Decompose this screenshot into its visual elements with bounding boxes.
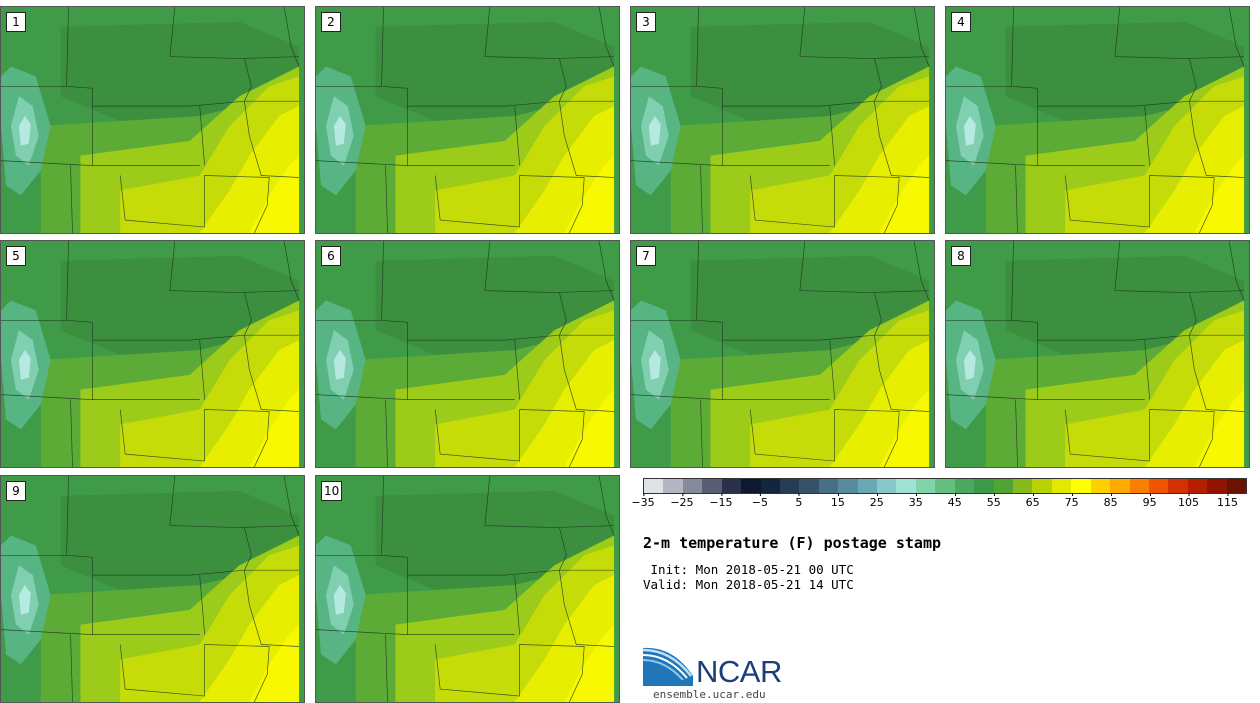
colorbar-swatch	[682, 479, 703, 493]
colorbar-swatch	[1129, 479, 1149, 493]
map-panel-4: 4	[945, 6, 1250, 234]
map-panel-5: 5	[0, 240, 305, 468]
colorbar-swatch	[741, 479, 761, 493]
colorbar-tick-label: 85	[1103, 493, 1118, 509]
colorbar-swatch	[838, 479, 858, 493]
colorbar-swatch	[663, 479, 683, 493]
ncar-logo-text: NCAR	[696, 654, 782, 689]
colorbar-swatch	[857, 479, 878, 493]
colorbar-swatch	[896, 479, 916, 493]
colorbar-swatch	[993, 479, 1014, 493]
colorbar-swatch	[954, 479, 975, 493]
colorbar	[643, 478, 1247, 494]
map-panel-3: 3	[630, 6, 935, 234]
colorbar-swatch	[779, 479, 800, 493]
colorbar-swatch	[818, 479, 839, 493]
colorbar-swatch	[1051, 479, 1072, 493]
map-panel-10: 10	[315, 475, 620, 703]
colorbar-tick-label: 105	[1178, 493, 1200, 509]
map-panel-1: 1	[0, 6, 305, 234]
panel-number: 8	[951, 246, 971, 266]
colorbar-tick-label: −15	[709, 493, 733, 509]
valid-time: Valid: Mon 2018-05-21 14 UTC	[643, 577, 854, 592]
colorbar-tick-label: −25	[670, 493, 694, 509]
colorbar-swatch	[935, 479, 955, 493]
colorbar-tick-label: 15	[830, 493, 845, 509]
panel-number: 9	[6, 481, 26, 501]
map-panel-6: 6	[315, 240, 620, 468]
ncar-logo	[643, 647, 693, 686]
colorbar-swatch	[1187, 479, 1208, 493]
colorbar-ticks: −35 −25 −15 −5 5 15 25 35 45 55 65 75 85 95 105 115	[631, 493, 1247, 512]
colorbar-tick-label: 55	[986, 493, 1001, 509]
colorbar-swatch	[1071, 479, 1091, 493]
panel-number: 6	[321, 246, 341, 266]
colorbar-swatch	[877, 479, 897, 493]
colorbar-tick-label: −35	[631, 493, 655, 509]
colorbar-swatch	[1226, 479, 1247, 493]
colorbar-swatch	[1110, 479, 1130, 493]
colorbar-tick-label: 45	[947, 493, 962, 509]
colorbar-swatch	[1168, 479, 1188, 493]
colorbar-tick-label: 115	[1217, 493, 1239, 509]
website-label: ensemble.ucar.edu	[653, 688, 766, 701]
map-panel-8: 8	[945, 240, 1250, 468]
colorbar-tick-label: 25	[869, 493, 884, 509]
map-panel-7: 7	[630, 240, 935, 468]
colorbar-swatch	[1013, 479, 1033, 493]
colorbar-tick-label: −5	[751, 493, 768, 509]
colorbar-tick-label: 5	[795, 493, 803, 509]
colorbar-swatch	[760, 479, 780, 493]
init-time: Init: Mon 2018-05-21 00 UTC	[643, 562, 854, 577]
panel-number: 5	[6, 246, 26, 266]
colorbar-swatch	[974, 479, 994, 493]
panel-number: 10	[321, 481, 343, 501]
colorbar-tick-label: 75	[1064, 493, 1079, 509]
colorbar-swatch	[799, 479, 819, 493]
colorbar-swatch	[721, 479, 742, 493]
colorbar-swatch	[915, 479, 936, 493]
panel-number: 3	[636, 12, 656, 32]
colorbar-swatch	[1090, 479, 1111, 493]
colorbar-swatch	[1032, 479, 1052, 493]
colorbar-tick-label: 65	[1025, 493, 1040, 509]
panel-number: 4	[951, 12, 971, 32]
map-panel-2: 2	[315, 6, 620, 234]
colorbar-swatch	[702, 479, 722, 493]
panel-number: 1	[6, 12, 26, 32]
map-panel-9: 9	[0, 475, 305, 703]
colorbar-swatch	[644, 479, 664, 493]
panel-number: 2	[321, 12, 341, 32]
colorbar-tick-label: 35	[908, 493, 923, 509]
colorbar-swatch	[1207, 479, 1227, 493]
colorbar-swatch	[1148, 479, 1169, 493]
panel-number: 7	[636, 246, 656, 266]
colorbar-tick-label: 95	[1142, 493, 1157, 509]
chart-title: 2-m temperature (F) postage stamp	[643, 534, 942, 552]
